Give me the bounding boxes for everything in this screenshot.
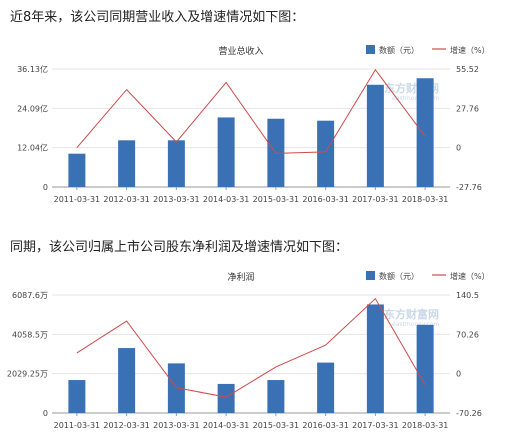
chart-title: 营业总收入 — [218, 45, 263, 57]
watermark-text: 东方财富网 — [384, 307, 439, 321]
left-axis-tick-label: 2029.25万 — [7, 370, 48, 379]
legend-bar-swatch — [366, 271, 375, 280]
x-axis-tick-label: 2015-03-31 — [253, 195, 300, 204]
right-axis-tick-label: 0 — [456, 144, 461, 153]
bar — [217, 117, 235, 187]
bar — [416, 78, 434, 187]
legend-line-label: 增速（%） — [450, 271, 490, 281]
right-axis-tick-label: 0 — [456, 370, 461, 379]
intro-text-net-profit: 同期，该公司归属上市公司股东净利润及增速情况如下图： — [10, 240, 349, 255]
left-axis-tick-label: 0 — [43, 183, 48, 192]
left-axis-tick-label: 12.04亿 — [17, 143, 48, 153]
bar — [118, 348, 136, 413]
bar — [118, 140, 136, 187]
x-axis-tick-label: 2018-03-31 — [402, 195, 449, 204]
legend-line-label: 增速（%） — [450, 45, 490, 55]
legend-bar-label: 数额（元） — [379, 271, 419, 281]
net-profit-chart: 净利润 数额（元） 增速（%） 0 2029.25万 4058.5万 6087.6万 -70.… — [7, 271, 490, 430]
bar — [416, 324, 434, 413]
x-axis-tick-label: 2017-03-31 — [352, 195, 399, 204]
bar — [167, 140, 185, 187]
x-axis-tick-label: 2013-03-31 — [153, 195, 200, 204]
x-axis-tick-label: 2013-03-31 — [153, 421, 200, 430]
bar — [366, 84, 384, 187]
x-axis-tick-label: 2018-03-31 — [402, 421, 449, 430]
bar — [167, 363, 185, 413]
bar — [317, 120, 335, 187]
x-axis-tick-label: 2014-03-31 — [203, 195, 250, 204]
x-axis-tick-label: 2016-03-31 — [302, 195, 349, 204]
bar — [68, 153, 86, 187]
right-axis-tick-label: -70.26 — [456, 409, 482, 418]
x-axis-tick-label: 2011-03-31 — [54, 421, 101, 430]
legend-bar-label: 数额（元） — [379, 45, 419, 55]
x-axis-tick-label: 2017-03-31 — [352, 421, 399, 430]
right-axis-tick-label: -27.76 — [456, 183, 482, 192]
x-axis-tick-label: 2014-03-31 — [203, 421, 250, 430]
watermark-subtext: eastmoney.com — [392, 321, 439, 328]
growth-line — [76, 297, 426, 398]
legend-bar-swatch — [366, 45, 375, 54]
right-axis-tick-label: 140.5 — [456, 291, 479, 300]
chart-title: 净利润 — [227, 271, 254, 283]
left-axis-tick-label: 36.13亿 — [17, 64, 48, 74]
right-axis-tick-label: 70.26 — [456, 330, 479, 339]
left-axis-tick-label: 0 — [43, 409, 48, 418]
bar — [267, 380, 285, 413]
bar — [217, 383, 235, 413]
x-axis-tick-label: 2015-03-31 — [253, 421, 300, 430]
bar — [317, 362, 335, 413]
left-axis-tick-label: 24.09亿 — [17, 103, 48, 113]
x-axis-tick-label: 2012-03-31 — [103, 421, 150, 430]
left-axis-tick-label: 4058.5万 — [12, 330, 48, 339]
left-axis-tick-label: 6087.6万 — [12, 291, 48, 300]
revenue-chart: 营业总收入 数额（元） 增速（%） 0 12.04亿 24.09亿 36.13亿 -27.76… — [17, 45, 490, 204]
x-axis-tick-label: 2012-03-31 — [103, 195, 150, 204]
right-axis-tick-label: 55.52 — [456, 65, 479, 74]
growth-line — [76, 68, 426, 154]
watermark-subtext: eastmoney.com — [392, 95, 439, 102]
x-axis-tick-label: 2011-03-31 — [54, 195, 101, 204]
right-axis-tick-label: 27.76 — [456, 104, 479, 113]
bar — [366, 304, 384, 413]
bar — [68, 380, 86, 413]
intro-text-revenue: 近8年来，该公司同期营业收入及增速情况如下图： — [10, 10, 305, 25]
x-axis-tick-label: 2016-03-31 — [302, 421, 349, 430]
